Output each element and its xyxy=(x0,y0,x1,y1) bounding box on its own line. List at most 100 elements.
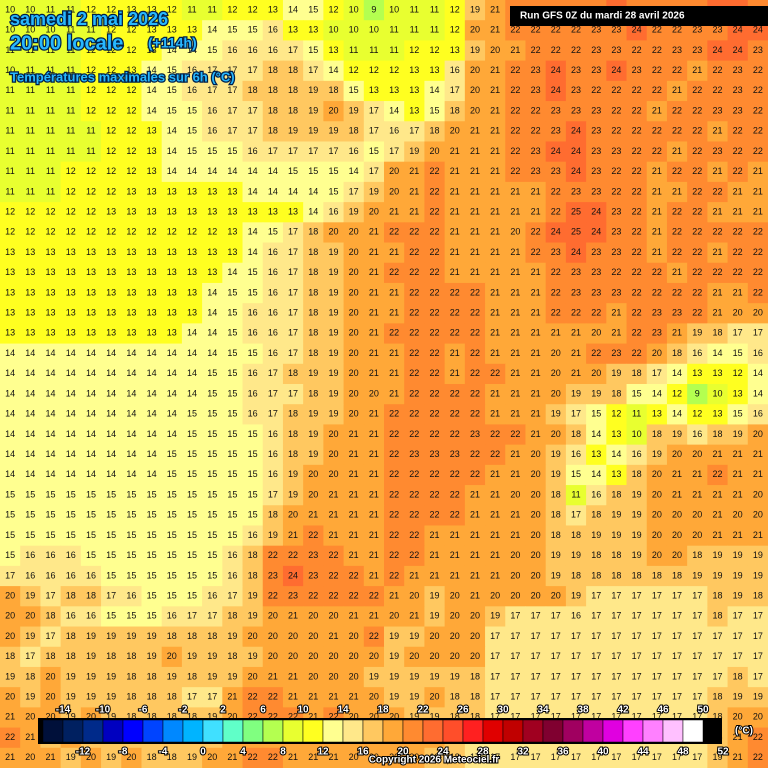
temperature-cell xyxy=(545,141,567,163)
temperature-value: 14 xyxy=(167,368,177,378)
temperature-value: 11 xyxy=(46,4,55,14)
temperature-cell xyxy=(161,181,183,203)
temperature-cell xyxy=(404,262,425,284)
temperature-cell xyxy=(141,303,163,324)
temperature-cell xyxy=(181,485,203,506)
temperature-cell xyxy=(0,80,21,102)
temperature-cell xyxy=(343,40,365,62)
temperature-cell xyxy=(545,80,567,102)
temperature-cell xyxy=(101,646,122,668)
temperature-value: 15 xyxy=(147,510,157,520)
temperature-value: 17 xyxy=(46,590,56,600)
temperature-value: 21 xyxy=(369,287,379,297)
temperature-value: 15 xyxy=(126,550,136,560)
temperature-value: 17 xyxy=(753,671,763,681)
temperature-value: 11 xyxy=(208,4,217,14)
temperature-cell xyxy=(0,444,21,466)
temperature-value: 21 xyxy=(349,429,359,439)
subtitle: Températures maximales sur 6h (°C) xyxy=(10,69,235,84)
temperature-value: 21 xyxy=(450,186,460,196)
temperature-value: 21 xyxy=(753,530,763,540)
temperature-value: 17 xyxy=(551,631,561,641)
temperature-cell xyxy=(323,485,345,506)
temperature-cell xyxy=(343,161,365,183)
temperature-value: 15 xyxy=(187,510,197,520)
temperature-cell xyxy=(222,161,244,183)
temperature-cell xyxy=(485,202,506,223)
temperature-cell xyxy=(40,525,62,547)
temperature-cell xyxy=(262,141,284,163)
temperature-value: 22 xyxy=(551,45,561,55)
temperature-cell xyxy=(60,444,82,466)
temperature-cell xyxy=(323,121,345,142)
temperature-value: 21 xyxy=(490,267,500,277)
temperature-value: 17 xyxy=(672,651,682,661)
temperature-value: 10 xyxy=(349,25,359,35)
temperature-value: 15 xyxy=(268,227,278,237)
temperature-value: 13 xyxy=(288,206,298,216)
temperature-value: 15 xyxy=(106,489,116,499)
temperature-cell xyxy=(687,60,708,82)
temperature-cell xyxy=(666,141,688,163)
temperature-cell xyxy=(222,282,244,304)
temperature-value: 18 xyxy=(66,590,76,600)
temperature-value: 11 xyxy=(66,25,75,35)
copyright: Copyright 2026 Meteociel.fr xyxy=(369,755,500,766)
temperature-cell xyxy=(40,606,62,628)
temperature-value: 21 xyxy=(227,752,237,762)
temperature-value: 17 xyxy=(591,631,601,641)
temperature-value: 18 xyxy=(147,752,157,762)
temperature-value: 22 xyxy=(591,348,601,358)
temperature-value: 18 xyxy=(632,368,642,378)
temperature-cell xyxy=(262,464,284,486)
temperature-cell xyxy=(464,323,486,345)
temperature-value: 9 xyxy=(695,388,700,398)
temperature-cell xyxy=(262,101,284,122)
temperature-cell xyxy=(424,0,446,21)
temperature-value: 22 xyxy=(430,247,440,257)
temperature-value: 22 xyxy=(389,267,399,277)
temperature-cell xyxy=(747,747,768,768)
temperature-value: 18 xyxy=(450,105,460,115)
temperature-cell xyxy=(101,464,122,486)
temperature-value: 13 xyxy=(652,409,662,419)
temperature-value: 21 xyxy=(490,489,500,499)
temperature-value: 11 xyxy=(86,126,95,136)
temperature-value: 20 xyxy=(531,510,541,520)
temperature-value: 19 xyxy=(551,409,561,419)
temperature-cell xyxy=(707,80,729,102)
temperature-value: 18 xyxy=(227,611,237,621)
temperature-cell xyxy=(707,141,729,163)
temperature-value: 12 xyxy=(611,409,621,419)
temperature-cell xyxy=(40,505,62,526)
temperature-cell xyxy=(525,282,547,304)
temperature-value: 21 xyxy=(490,4,500,14)
legend-label: 40 xyxy=(597,747,609,758)
temperature-cell xyxy=(363,40,385,62)
temperature-value: 22 xyxy=(632,126,642,136)
temperature-value: 14 xyxy=(66,469,76,479)
temperature-value: 18 xyxy=(248,85,258,95)
temperature-cell xyxy=(262,282,284,304)
temperature-value: 12 xyxy=(248,4,258,14)
temperature-value: 17 xyxy=(288,247,298,257)
temperature-cell xyxy=(141,565,163,587)
legend-swatch xyxy=(502,719,524,743)
temperature-value: 14 xyxy=(187,348,197,358)
temperature-cell xyxy=(262,747,284,768)
temperature-cell xyxy=(464,242,486,264)
temperature-value: 19 xyxy=(308,429,318,439)
temperature-value: 21 xyxy=(470,166,480,176)
temperature-cell xyxy=(323,323,345,345)
temperature-cell xyxy=(222,222,244,244)
temperature-value: 23 xyxy=(652,308,662,318)
temperature-value: 19 xyxy=(389,651,399,661)
temperature-cell xyxy=(363,141,385,163)
temperature-value: 21 xyxy=(571,348,581,358)
legend-swatch xyxy=(222,719,244,743)
temperature-value: 23 xyxy=(611,25,621,35)
temperature-cell xyxy=(646,181,668,203)
temperature-value: 17 xyxy=(632,752,642,762)
legend-swatch xyxy=(42,719,64,743)
temperature-cell xyxy=(424,60,446,82)
